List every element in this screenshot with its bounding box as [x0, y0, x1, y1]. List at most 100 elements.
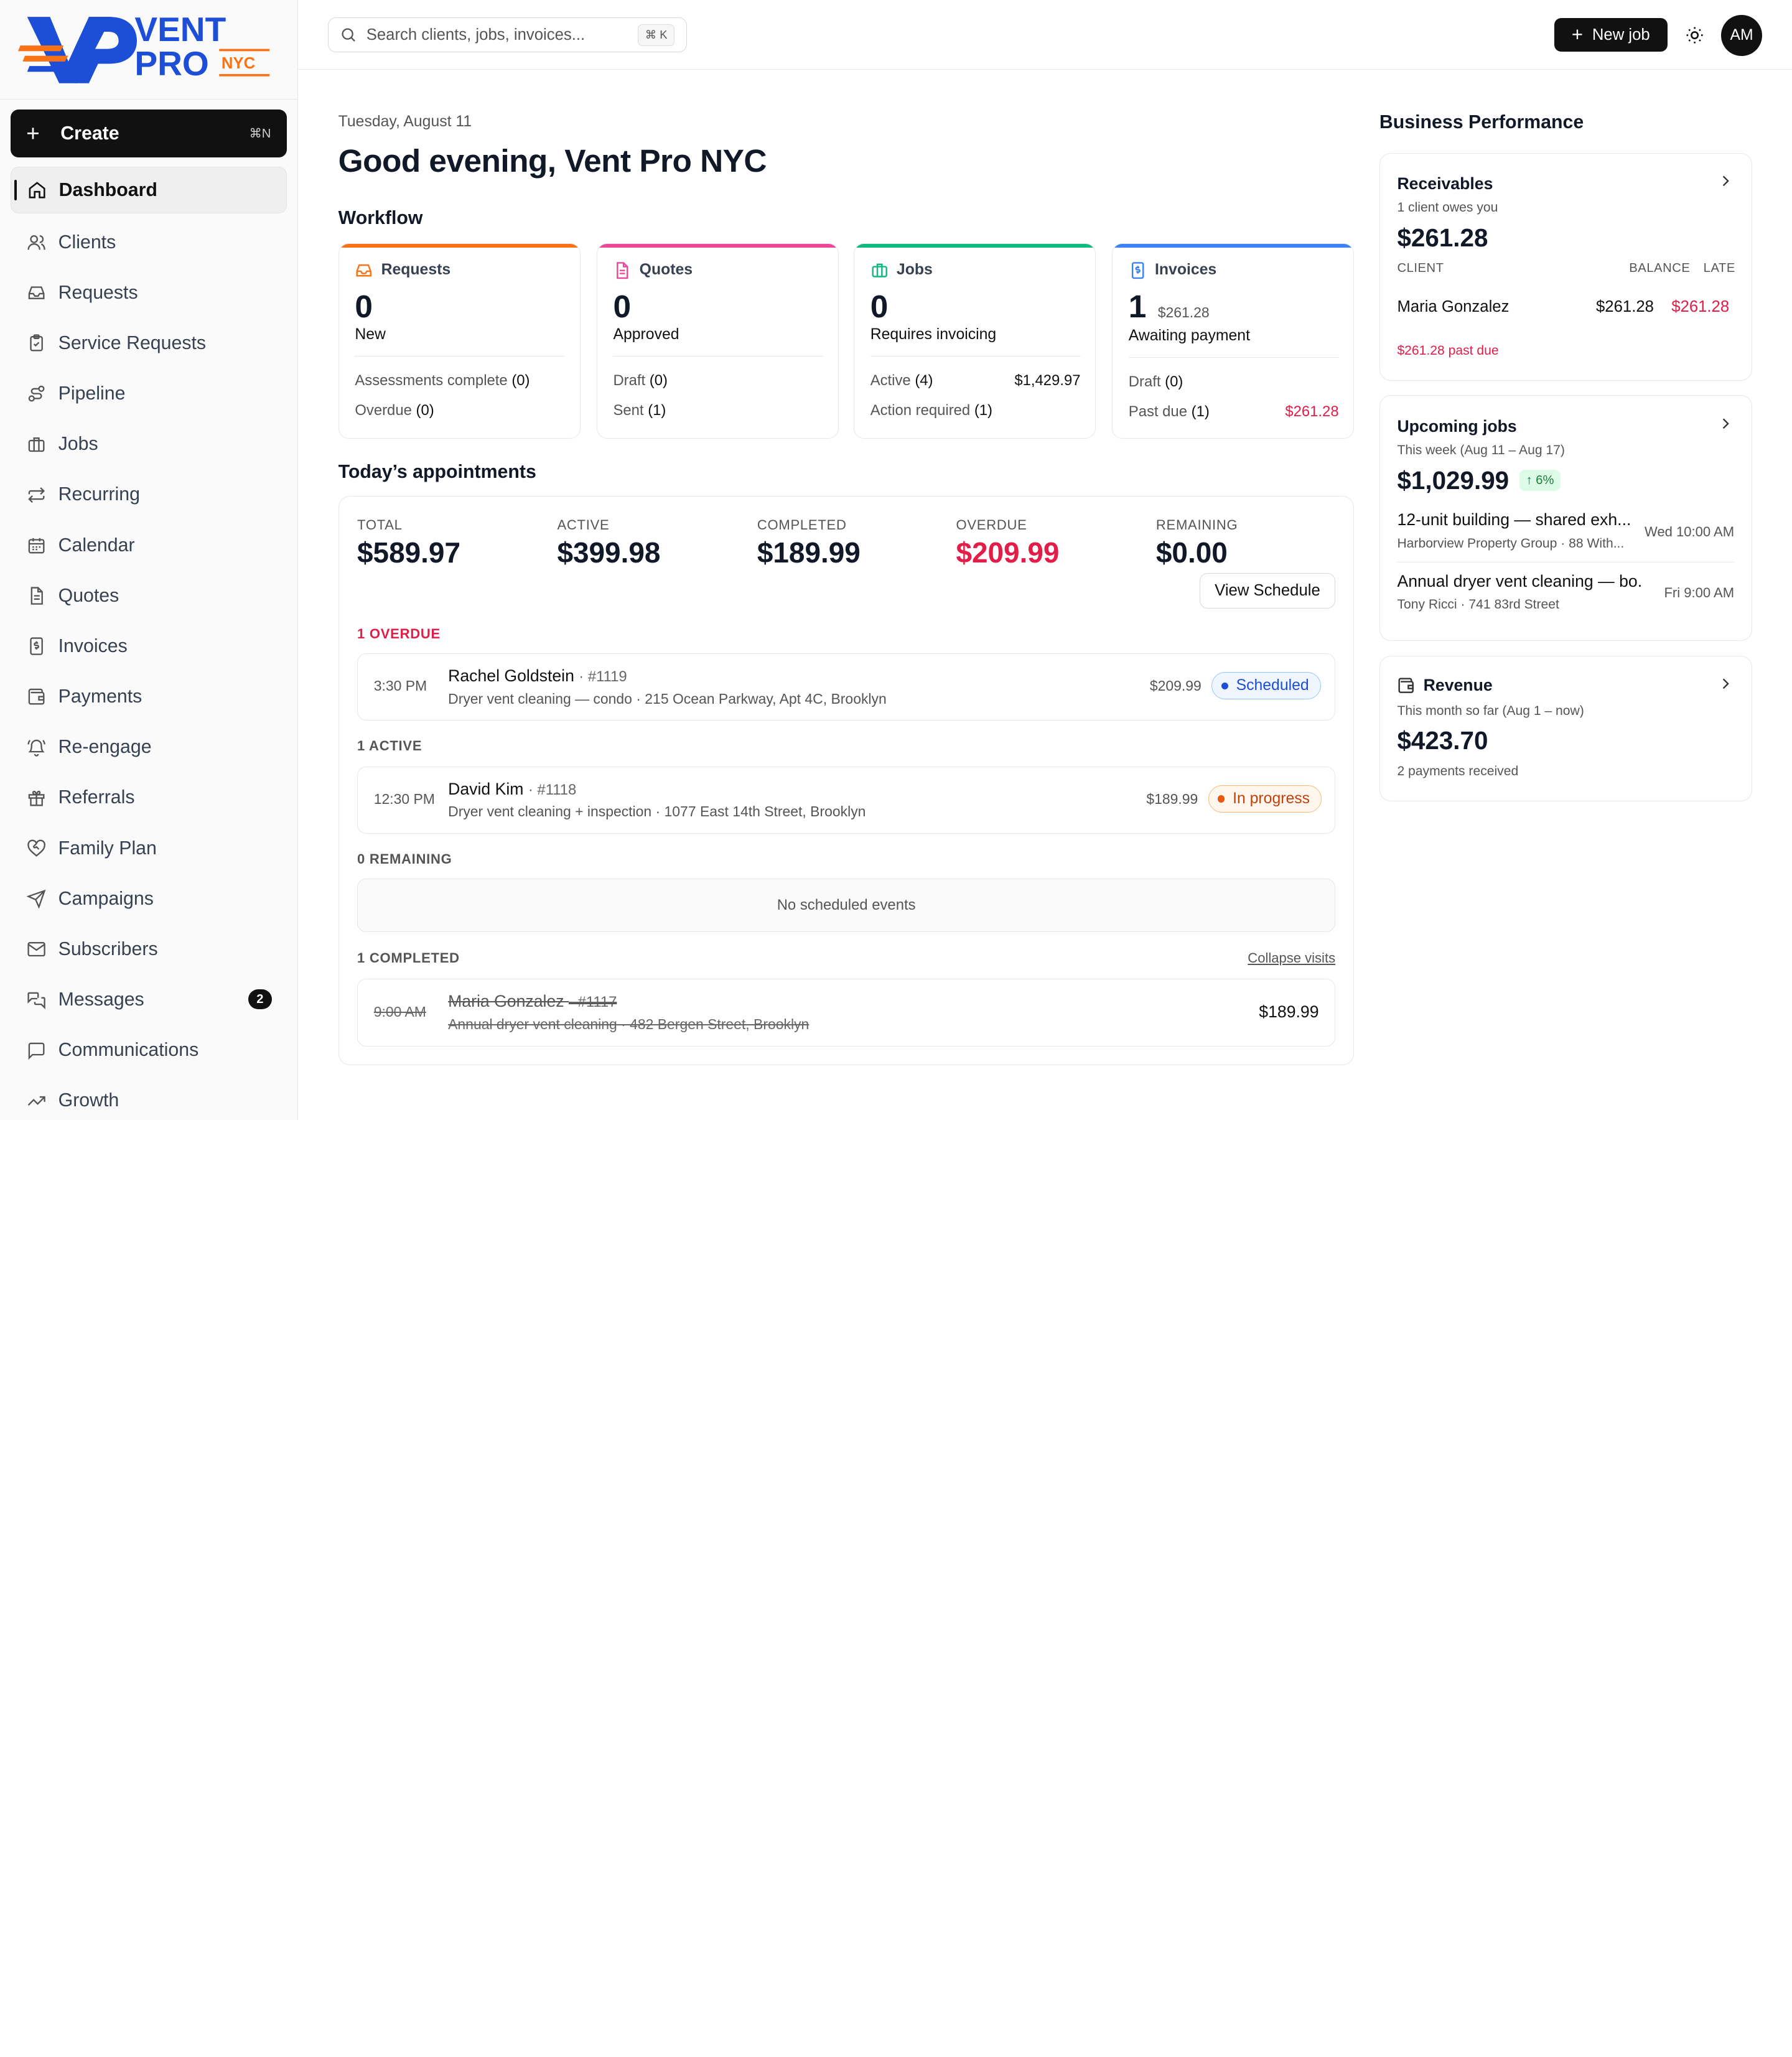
past-due-note: $261.28 past due	[1397, 343, 1499, 358]
card-row[interactable]: Past due (1) $261.28	[1129, 403, 1339, 421]
stat-total: TOTAL $589.97	[357, 517, 460, 569]
sidebar-item-communications[interactable]: Communications	[11, 1025, 287, 1076]
clipboard-check-icon	[26, 333, 47, 353]
chevron-right-icon[interactable]	[1717, 416, 1734, 432]
stat-label: TOTAL	[357, 517, 403, 533]
row-label: Past due	[1128, 403, 1187, 420]
search-input[interactable]: Search clients, jobs, invoices... ⌘ K	[328, 17, 687, 53]
sidebar-item-re-engage[interactable]: Re-engage	[11, 722, 287, 773]
appointment-row[interactable]: 12:30 PM David Kim · #1118 Dryer vent cl…	[357, 766, 1336, 834]
sidebar-item-recurring[interactable]: Recurring	[11, 470, 287, 520]
stat-value: $189.99	[757, 536, 861, 569]
card-amount: $1,029.99 ↑ 6%	[1397, 466, 1561, 495]
sidebar-item-family-plan[interactable]: Family Plan	[11, 823, 287, 874]
brand-line2: PRO	[135, 44, 209, 83]
app-root: VENT PRO NYC + Create ⌘N Dashboard Clien…	[0, 0, 1792, 1120]
view-schedule-button[interactable]: View Schedule	[1199, 573, 1336, 609]
card-row[interactable]: Active (4) $1,429.97	[870, 372, 1081, 389]
upcoming-job-title[interactable]: Annual dryer vent cleaning — bo...	[1397, 572, 1643, 591]
card-row[interactable]: Sent (1)	[613, 402, 823, 419]
sidebar-item-jobs[interactable]: Jobs	[11, 419, 287, 470]
messages-icon	[26, 990, 47, 1010]
sidebar-item-campaigns[interactable]: Campaigns	[11, 874, 287, 924]
avatar[interactable]: AM	[1721, 14, 1763, 56]
card-row[interactable]: Draft (0)	[613, 372, 823, 389]
search-icon	[342, 28, 356, 42]
upcoming-job-subtitle: Tony Ricci · 741 83rd Street	[1397, 597, 1559, 612]
messages-count-badge: 2	[248, 989, 273, 1009]
sidebar-item-calendar[interactable]: Calendar	[11, 520, 287, 571]
invoice-icon	[1131, 261, 1144, 279]
card-row[interactable]: Action required (1)	[870, 402, 1081, 419]
divider	[870, 356, 1081, 357]
sidebar-item-requests[interactable]: Requests	[11, 268, 287, 318]
sidebar-item-label: Service Requests	[58, 332, 207, 353]
card-amount: $261.28	[1397, 223, 1488, 253]
card-title: Jobs	[896, 261, 933, 279]
appointment-description: Dryer vent cleaning — condo · 215 Ocean …	[448, 690, 887, 707]
card-title: Requests	[381, 261, 451, 279]
payments-note: 2 payments received	[1397, 763, 1519, 778]
revenue-card[interactable]: Revenue This month so far (Aug 1 – now) …	[1379, 656, 1752, 801]
chevron-right-icon[interactable]	[1717, 173, 1734, 189]
card-row[interactable]: Draft (0)	[1129, 373, 1339, 391]
workflow-card-invoices[interactable]: Invoices 1 $261.28 Awaiting payment Draft…	[1112, 243, 1355, 439]
appointment-client: David Kim · #1118	[448, 780, 576, 799]
appointment-time: 12:30 PM	[373, 791, 435, 808]
row-count: (0)	[511, 371, 530, 389]
card-subtitle: This month so far (Aug 1 – now)	[1397, 703, 1584, 718]
new-job-button[interactable]: + New job	[1554, 18, 1668, 52]
invoice-icon	[26, 636, 47, 656]
card-row[interactable]: Overdue (0)	[355, 402, 565, 419]
workflow-card-jobs[interactable]: Jobs 0 Requires invoicing Active (4) $1,…	[854, 243, 1096, 439]
receivables-card[interactable]: Receivables 1 client owes you $261.28 CL…	[1379, 153, 1752, 381]
sidebar-item-label: Quotes	[58, 585, 119, 606]
stat-value: $589.97	[357, 536, 460, 569]
divider	[1128, 357, 1339, 358]
row-label: Assessments complete	[355, 371, 508, 389]
appointment-row[interactable]: 3:30 PM Rachel Goldstein · #1119 Dryer v…	[357, 653, 1336, 721]
sidebar-item-referrals[interactable]: Referrals	[11, 773, 287, 823]
sidebar-item-pipeline[interactable]: Pipeline	[11, 368, 287, 419]
sidebar-item-quotes[interactable]: Quotes	[11, 571, 287, 621]
card-header: Requests	[355, 261, 450, 279]
calendar-icon	[26, 535, 47, 556]
vent-pro-logo: VENT PRO NYC	[18, 11, 270, 84]
stat-label: OVERDUE	[956, 517, 1027, 533]
workflow-card-quotes[interactable]: Quotes 0 Approved Draft (0) Sent (1)	[596, 243, 839, 439]
appointment-price: $189.99	[1259, 1002, 1319, 1021]
sidebar-item-label: Dashboard	[58, 179, 157, 200]
row-label: Overdue	[355, 401, 412, 419]
upcoming-jobs-card[interactable]: Upcoming jobs This week (Aug 11 – Aug 17…	[1379, 395, 1752, 641]
sidebar-item-messages[interactable]: Messages 2	[11, 975, 287, 1025]
sidebar-item-clients[interactable]: Clients	[11, 217, 287, 268]
create-button[interactable]: + Create ⌘N	[10, 110, 287, 158]
sidebar-item-dashboard[interactable]: Dashboard	[10, 167, 287, 214]
sidebar-item-label: Growth	[58, 1090, 119, 1111]
search-shortcut: ⌘ K	[637, 24, 675, 46]
workflow-card-requests[interactable]: Requests 0 New Assessments complete (0) …	[338, 243, 581, 439]
sidebar-item-payments[interactable]: Payments	[11, 672, 287, 722]
upcoming-job-title[interactable]: 12-unit building — shared exh...	[1397, 510, 1631, 529]
card-count: 1 $261.28	[1129, 287, 1210, 325]
sidebar-item-growth[interactable]: Growth	[11, 1076, 287, 1120]
row-label: Draft	[1128, 373, 1161, 390]
receivable-client[interactable]: Maria Gonzalez	[1397, 297, 1510, 315]
collapse-visits-link[interactable]: Collapse visits	[1248, 950, 1336, 966]
column-header-client: CLIENT	[1397, 261, 1444, 275]
theme-toggle[interactable]	[1682, 23, 1707, 48]
card-row[interactable]: Assessments complete (0)	[355, 372, 565, 389]
appointment-row[interactable]: 9:00 AM Maria Gonzalez · #1117 Annual dr…	[357, 979, 1336, 1047]
appointment-description: Dryer vent cleaning + inspection · 1077 …	[448, 803, 866, 820]
sidebar-item-label: Calendar	[58, 534, 135, 556]
chevron-right-icon[interactable]	[1717, 676, 1734, 692]
empty-state: No scheduled events	[357, 878, 1336, 932]
briefcase-icon	[26, 434, 47, 455]
sidebar-item-label: Clients	[58, 231, 116, 253]
job-number: · #1119	[579, 668, 627, 685]
brand-logo[interactable]: VENT PRO NYC	[0, 0, 298, 100]
sidebar-item-service-requests[interactable]: Service Requests	[11, 318, 287, 368]
divider	[355, 356, 566, 357]
sidebar-item-subscribers[interactable]: Subscribers	[11, 924, 287, 974]
sidebar-item-invoices[interactable]: Invoices	[11, 621, 287, 671]
